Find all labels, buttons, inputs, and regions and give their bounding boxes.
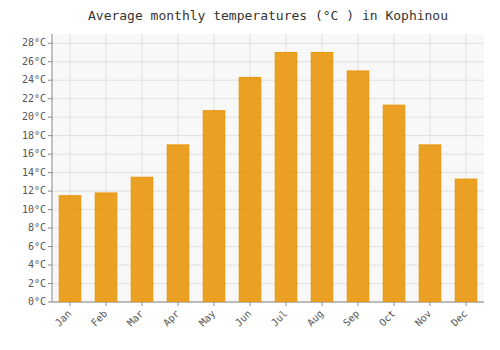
y-tick-label: 2°C xyxy=(28,278,46,289)
x-tick-label: Feb xyxy=(89,308,110,329)
chart-container: 0°C 2°C 4°C 6°C 8°C 10°C 12°C 14°C 16°C 18°C 20°C 2… xyxy=(0,0,500,350)
x-tick xyxy=(178,302,179,306)
x-tick-label: Oct xyxy=(377,308,398,329)
x-tick-label: Jul xyxy=(269,308,290,329)
x-tick-label: Dec xyxy=(449,308,470,329)
x-tick xyxy=(322,302,323,306)
bar xyxy=(95,193,117,302)
x-tick xyxy=(358,302,359,306)
chart-title: Average monthly temperatures (°C ) in Ko… xyxy=(88,8,448,23)
x-tick xyxy=(466,302,467,306)
bar xyxy=(131,177,153,302)
y-grid-line xyxy=(52,61,484,62)
y-tick xyxy=(48,246,52,247)
y-tick-label: 22°C xyxy=(22,93,46,104)
y-grid-line xyxy=(52,117,484,118)
y-tick xyxy=(48,117,52,118)
x-tick-label: Aug xyxy=(305,308,326,329)
y-tick xyxy=(48,265,52,266)
y-tick-label: 0°C xyxy=(28,296,46,307)
y-tick-label: 8°C xyxy=(28,222,46,233)
x-tick-label: Jan xyxy=(53,308,74,329)
y-tick-label: 6°C xyxy=(28,241,46,252)
y-grid-line xyxy=(52,135,484,136)
bar xyxy=(383,105,405,302)
y-tick xyxy=(48,228,52,229)
x-tick xyxy=(286,302,287,306)
bar xyxy=(203,111,225,302)
y-grid-line xyxy=(52,43,484,44)
x-tick xyxy=(250,302,251,306)
y-tick-label: 24°C xyxy=(22,74,46,85)
bar xyxy=(275,52,297,302)
y-tick xyxy=(48,43,52,44)
y-tick xyxy=(48,302,52,303)
y-tick-label: 20°C xyxy=(22,111,46,122)
y-tick-label: 18°C xyxy=(22,130,46,141)
plot-background xyxy=(52,34,484,302)
y-grid-line xyxy=(52,98,484,99)
y-axis-line xyxy=(52,34,53,302)
y-tick-label: 26°C xyxy=(22,56,46,67)
x-tick-label: Mar xyxy=(125,308,146,329)
y-tick-label: 10°C xyxy=(22,204,46,215)
bar xyxy=(167,145,189,302)
axes: 0°C 2°C 4°C 6°C 8°C 10°C 12°C 14°C 16°C 18°C 20°C 2… xyxy=(22,34,484,328)
y-tick xyxy=(48,191,52,192)
y-tick xyxy=(48,61,52,62)
y-tick xyxy=(48,154,52,155)
bar xyxy=(59,196,81,302)
bars xyxy=(59,52,477,302)
y-tick-label: 12°C xyxy=(22,185,46,196)
x-tick-label: Apr xyxy=(161,308,182,329)
x-tick xyxy=(430,302,431,306)
x-tick xyxy=(70,302,71,306)
y-tick-label: 28°C xyxy=(22,37,46,48)
x-tick-label: May xyxy=(197,308,218,329)
x-tick-label: Sep xyxy=(341,308,362,329)
y-tick xyxy=(48,98,52,99)
chart-svg: 0°C 2°C 4°C 6°C 8°C 10°C 12°C 14°C 16°C 18°C 20°C 2… xyxy=(0,0,500,350)
y-tick-label: 4°C xyxy=(28,259,46,270)
grid xyxy=(52,34,484,302)
y-tick-label: 14°C xyxy=(22,167,46,178)
y-tick xyxy=(48,172,52,173)
x-tick-label: Jun xyxy=(233,308,254,329)
x-tick xyxy=(106,302,107,306)
x-tick-label: Nov xyxy=(413,308,434,329)
x-tick xyxy=(394,302,395,306)
bar xyxy=(311,52,333,302)
x-tick xyxy=(214,302,215,306)
x-tick xyxy=(142,302,143,306)
y-grid-line xyxy=(52,80,484,81)
y-tick xyxy=(48,283,52,284)
y-tick xyxy=(48,80,52,81)
y-tick xyxy=(48,209,52,210)
bar xyxy=(239,77,261,302)
bar xyxy=(347,71,369,302)
y-tick xyxy=(48,135,52,136)
bar xyxy=(419,145,441,302)
y-tick-label: 16°C xyxy=(22,148,46,159)
bar xyxy=(455,179,477,302)
